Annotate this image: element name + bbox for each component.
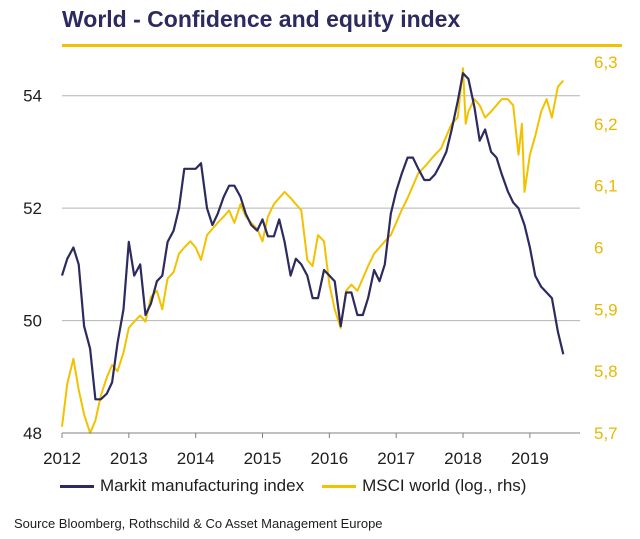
y-left-tick-label: 48 — [23, 424, 42, 443]
x-tick-label: 2013 — [110, 449, 148, 468]
legend-swatch-markit — [60, 484, 94, 488]
series-lines — [60, 67, 565, 434]
right-axis: 5,7 5,8 5,9 6 6,1 6,2 6,3 — [594, 53, 618, 443]
x-tick-label: 2014 — [177, 449, 215, 468]
x-tick-label: 2019 — [511, 449, 549, 468]
y-left-tick-label: 54 — [23, 87, 42, 106]
y-right-tick-label: 6,2 — [594, 115, 618, 134]
legend-label-msci: MSCI world (log., rhs) — [362, 476, 527, 495]
legend-item-markit: Markit manufacturing index — [60, 476, 304, 496]
y-right-tick-label: 5,9 — [594, 300, 618, 319]
x-tick-label: 2018 — [444, 449, 482, 468]
y-right-tick-label: 5,8 — [594, 362, 618, 381]
series-line-msci — [61, 67, 565, 434]
y-right-tick-label: 6 — [594, 239, 603, 258]
x-axis: 2012 2013 2014 2015 2016 2017 2018 2019 — [43, 432, 580, 468]
x-tick-label: 2015 — [244, 449, 282, 468]
x-tick-label: 2012 — [43, 449, 81, 468]
y-right-tick-label: 5,7 — [594, 424, 618, 443]
y-right-tick-label: 6,3 — [594, 53, 618, 72]
legend-label-markit: Markit manufacturing index — [100, 476, 305, 495]
title-underline — [62, 44, 622, 47]
chart-title: World - Confidence and equity index — [62, 6, 461, 32]
y-right-tick-label: 6,1 — [594, 177, 618, 196]
y-left-tick-label: 52 — [23, 199, 42, 218]
source-note: Source Bloomberg, Rothschild & Co Asset … — [14, 516, 383, 531]
series-line-markit — [60, 72, 565, 401]
left-axis: 48 50 52 54 — [23, 87, 42, 443]
legend-item-msci: MSCI world (log., rhs) — [322, 476, 526, 496]
legend: Markit manufacturing index MSCI world (l… — [60, 476, 544, 496]
y-left-tick-label: 50 — [23, 312, 42, 331]
legend-swatch-msci — [322, 484, 357, 488]
x-tick-label: 2016 — [310, 449, 348, 468]
x-tick-label: 2017 — [377, 449, 415, 468]
